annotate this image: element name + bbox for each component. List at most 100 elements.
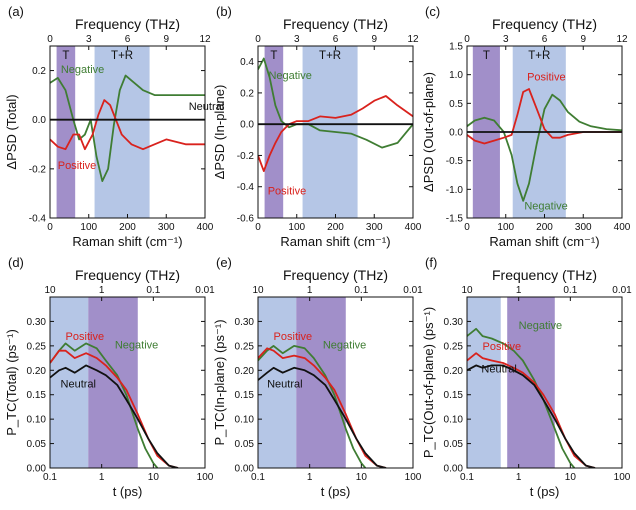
x-tick-label: 200 [327, 222, 344, 233]
y-tick-label: 1.5 [449, 42, 463, 53]
series-line-negative [258, 344, 367, 468]
panel-label: (d) [8, 255, 24, 270]
y-tick-label: 0.0 [240, 120, 254, 131]
y-tick-label: -0.4 [29, 214, 47, 225]
x-tick-label: 100 [405, 472, 422, 483]
y-tick-label: -0.5 [446, 156, 464, 167]
x-tick-label: 1 [516, 472, 522, 483]
band-label: T [483, 50, 490, 62]
y-tick-label: 0.05 [27, 439, 47, 450]
top-tick-label: 9 [163, 34, 169, 45]
annotation-positive: Positive [274, 331, 313, 343]
top-tick-label: 0 [464, 34, 470, 45]
top-axis-label: Frequency (THz) [492, 267, 597, 283]
y-tick-label: 0.20 [27, 366, 47, 377]
x-tick-label: 400 [197, 222, 214, 233]
y-tick-label: 0.30 [27, 317, 47, 328]
top-tick-label: 0.01 [195, 285, 215, 296]
annotation-negative: Negative [268, 70, 311, 82]
series-line-positive [467, 352, 596, 468]
y-tick-label: -0.2 [29, 164, 47, 175]
x-axis-label: t (ps) [113, 484, 143, 499]
y-axis-label: ΔPSD (In-plane) [212, 85, 227, 180]
top-axis-label: Frequency (THz) [283, 267, 388, 283]
top-tick-label: 3 [294, 34, 300, 45]
y-tick-label: 0.0 [449, 128, 463, 139]
x-tick-label: 100 [614, 472, 631, 483]
y-tick-label: 0.10 [235, 415, 255, 426]
top-tick-label: 0.1 [146, 285, 160, 296]
y-tick-label: 0.15 [235, 390, 255, 401]
y-axis-label: P_TC(Out-of-plane) (ps⁻¹) [421, 307, 436, 458]
band-rect [94, 46, 150, 218]
y-tick-label: 0.2 [32, 66, 46, 77]
y-tick-label: -1.0 [446, 185, 464, 196]
top-tick-label: 3 [503, 34, 509, 45]
y-tick-label: 0.30 [235, 317, 255, 328]
x-tick-label: 400 [614, 222, 631, 233]
x-tick-label: 10 [565, 472, 577, 483]
y-axis-label: P_TC(In-plane) (ps⁻¹) [212, 319, 227, 445]
plot-frame [466, 296, 623, 469]
x-tick-label: 0.1 [460, 472, 474, 483]
top-axis-label: Frequency (THz) [492, 16, 597, 32]
panel-label: (a) [8, 4, 24, 19]
annotation-positive: Positive [66, 331, 105, 343]
y-tick-label: 0.05 [235, 439, 255, 450]
top-tick-label: 10 [461, 285, 473, 296]
band-label: T+R [111, 50, 133, 62]
x-axis-label: Raman shift (cm⁻¹) [72, 234, 182, 249]
annotation-negative: Negative [61, 64, 104, 76]
y-axis-label: P_TC(Total) (ps⁻¹) [4, 329, 19, 436]
y-tick-label: -1.5 [446, 214, 464, 225]
x-tick-label: 100 [80, 222, 97, 233]
x-tick-label: 100 [288, 222, 305, 233]
band-rect [50, 297, 89, 468]
annotation-positive: Positive [527, 71, 566, 83]
plot-frame [49, 296, 206, 469]
top-tick-label: 3 [86, 34, 92, 45]
x-tick-label: 10 [356, 472, 368, 483]
annotation-positive: Positive [268, 186, 307, 198]
x-tick-label: 0 [47, 222, 53, 233]
top-tick-label: 9 [371, 34, 377, 45]
annotation-negative: Negative [524, 200, 567, 212]
x-tick-label: 200 [536, 222, 553, 233]
series-line-neutral [258, 366, 387, 468]
y-tick-label: 0.00 [444, 464, 464, 475]
panel-label: (b) [216, 4, 232, 19]
band-label: T [62, 50, 69, 62]
annotation-negative: Negative [519, 320, 562, 332]
y-tick-label: 0.2 [240, 88, 254, 99]
x-tick-label: 1 [99, 472, 105, 483]
y-tick-label: 0.00 [27, 464, 47, 475]
band-rect [264, 46, 284, 218]
annotation-negative: Negative [115, 339, 158, 351]
panel-label: (c) [425, 4, 440, 19]
top-tick-label: 12 [407, 34, 419, 45]
y-tick-label: 1.0 [449, 70, 463, 81]
y-tick-label: 0.10 [27, 415, 47, 426]
series-line-neutral [50, 364, 179, 468]
y-tick-label: 0.30 [444, 317, 464, 328]
top-tick-label: 9 [580, 34, 586, 45]
y-tick-label: 0.25 [444, 341, 464, 352]
band-rect [258, 297, 297, 468]
series-line-negative [50, 342, 159, 468]
series-line-positive [258, 347, 387, 468]
y-tick-label: 0.20 [235, 366, 255, 377]
top-tick-label: 1 [99, 285, 105, 296]
band-label: T [270, 50, 277, 62]
annotation-negative: Negative [323, 339, 366, 351]
x-tick-label: 1 [307, 472, 313, 483]
x-axis-label: Raman shift (cm⁻¹) [280, 234, 390, 249]
top-tick-label: 6 [542, 34, 548, 45]
top-tick-label: 0 [47, 34, 53, 45]
top-axis-label: Frequency (THz) [75, 16, 180, 32]
series-line-positive [467, 88, 622, 145]
x-tick-label: 300 [366, 222, 383, 233]
y-tick-label: -0.4 [237, 182, 255, 193]
y-tick-label: 0.20 [444, 366, 464, 377]
top-tick-label: 1 [307, 285, 313, 296]
